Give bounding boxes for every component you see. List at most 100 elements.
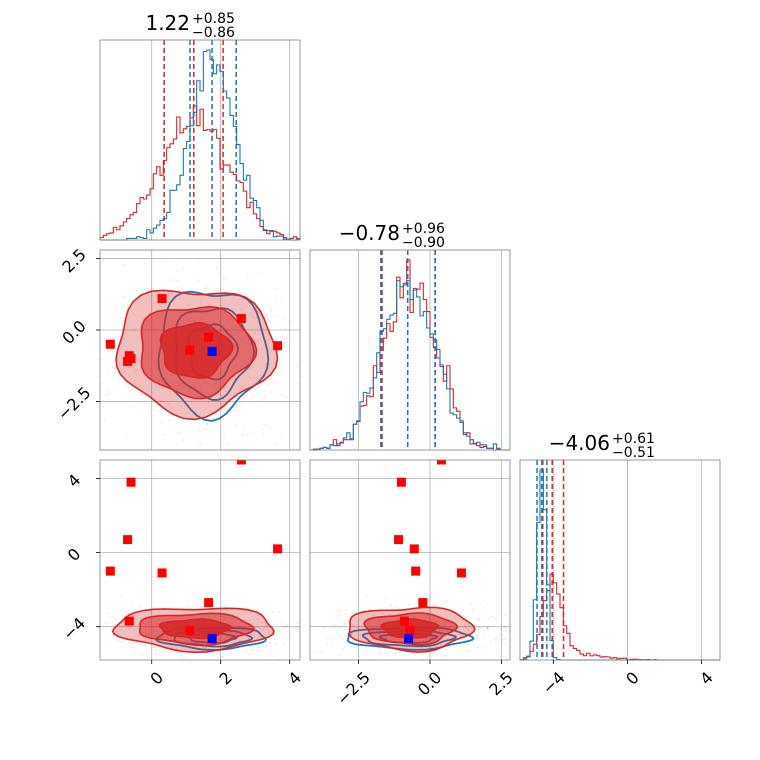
sample-point — [152, 646, 155, 648]
scatter-pane-3-2 — [258, 459, 511, 661]
sample-point — [340, 216, 342, 218]
sample-point — [178, 431, 180, 434]
sample-point — [307, 445, 309, 447]
sample-point — [465, 625, 467, 627]
sample-point — [498, 633, 501, 636]
sample-point — [163, 690, 165, 692]
sample-point — [261, 374, 264, 376]
sample-point — [352, 624, 355, 627]
sample-point — [347, 620, 350, 622]
sample-point — [224, 387, 227, 389]
sample-point — [257, 646, 259, 649]
blue-marker — [207, 346, 217, 356]
sample-point — [197, 279, 200, 282]
sample-point — [483, 645, 486, 648]
sample-point — [256, 609, 258, 612]
sample-point — [495, 637, 498, 640]
sample-point — [146, 610, 149, 613]
sample-point — [388, 613, 391, 616]
sample-point — [140, 654, 143, 656]
sample-point — [382, 612, 385, 615]
sample-point — [264, 397, 267, 399]
histogram-series-red — [99, 105, 301, 240]
sample-point — [346, 644, 349, 646]
red-marker — [273, 341, 283, 351]
sample-point — [175, 647, 178, 650]
sample-point — [316, 615, 318, 617]
sample-point — [219, 288, 222, 291]
sample-point — [222, 288, 225, 291]
sample-point — [390, 604, 393, 606]
sample-point — [345, 640, 348, 643]
sample-point — [261, 621, 264, 624]
sample-point — [199, 443, 202, 446]
x-tick-label: 4 — [696, 668, 717, 689]
sample-point — [139, 605, 141, 608]
sample-point — [301, 275, 303, 277]
sample-point — [204, 647, 207, 649]
sample-point — [143, 611, 146, 613]
sample-point — [206, 423, 209, 426]
sample-point — [280, 298, 283, 300]
sample-point — [205, 287, 207, 290]
sample-point — [199, 301, 202, 304]
sample-point — [121, 640, 124, 643]
sample-point — [254, 331, 256, 334]
sample-point — [137, 622, 140, 625]
sample-point — [262, 433, 264, 436]
sample-point — [123, 370, 126, 373]
sample-point — [205, 428, 207, 430]
sample-point — [343, 621, 345, 624]
sample-point — [457, 620, 460, 623]
sample-point — [101, 382, 103, 385]
sample-point — [262, 469, 264, 471]
sample-point — [339, 634, 342, 637]
sample-point — [292, 623, 294, 625]
sample-point — [471, 608, 474, 611]
sample-point — [258, 655, 260, 657]
sample-point — [502, 625, 505, 628]
sample-point — [136, 634, 139, 637]
sample-point — [119, 316, 122, 319]
sample-point — [305, 630, 307, 632]
sample-point — [326, 643, 329, 646]
sample-point — [503, 638, 506, 641]
sample-point — [251, 649, 254, 652]
red-marker — [124, 616, 134, 626]
sample-point — [490, 641, 492, 644]
sample-point — [476, 634, 479, 637]
sample-point — [270, 309, 272, 311]
sample-point — [139, 297, 142, 300]
sample-point — [240, 401, 243, 404]
sample-point — [393, 606, 396, 608]
sample-point — [274, 314, 276, 317]
sample-point — [285, 395, 287, 398]
sample-point — [170, 646, 173, 649]
sample-point — [71, 646, 73, 648]
sample-point — [117, 639, 120, 642]
histogram-pane-2 — [309, 249, 511, 451]
scatter-pane-2-1 — [99, 216, 342, 471]
sample-point — [296, 382, 299, 385]
sample-point — [478, 618, 481, 621]
y-tick-label: −4 — [59, 614, 89, 644]
x-tick-label: 0.0 — [414, 668, 445, 699]
red-marker — [418, 598, 428, 608]
sample-point — [216, 652, 219, 655]
sample-point — [154, 649, 157, 651]
sample-point — [275, 442, 278, 445]
sample-point — [151, 287, 154, 290]
sample-point — [168, 390, 171, 392]
sample-point — [361, 639, 364, 642]
red-marker — [409, 544, 419, 554]
sample-point — [180, 654, 183, 657]
sample-point — [280, 361, 283, 364]
sample-point — [303, 298, 305, 300]
sample-point — [461, 619, 464, 622]
sample-point — [104, 622, 107, 625]
red-marker — [236, 460, 246, 465]
red-marker — [157, 568, 167, 578]
sample-point — [339, 628, 342, 631]
sample-point — [301, 639, 303, 641]
sample-point — [186, 411, 189, 414]
